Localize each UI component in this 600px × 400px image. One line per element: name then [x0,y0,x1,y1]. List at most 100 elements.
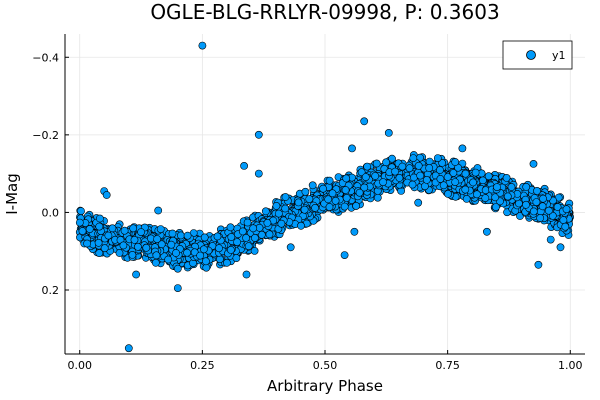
data-point [458,144,467,153]
data-point [414,198,423,207]
data-point [533,186,541,195]
data-point [305,195,314,203]
data-point [471,168,480,177]
data-point [257,230,266,239]
y-tick-label: 0.2 [42,284,60,297]
data-point [95,249,104,257]
data-point [556,243,565,252]
data-point [156,225,165,233]
chart-title: OGLE-BLG-RRLYR-09998, P: 0.3603 [150,0,499,24]
data-point [414,161,423,170]
data-point [546,235,555,244]
data-point [95,222,104,231]
data-point [75,218,84,227]
data-point [361,173,370,181]
data-point [78,227,87,235]
data-point [96,214,104,223]
data-point [484,172,493,181]
data-point [300,205,309,214]
data-point [277,219,286,228]
data-point [384,128,393,137]
y-axis-label: I-Mag [3,173,21,215]
data-point [153,235,161,243]
data-point [398,162,407,171]
data-point [435,166,444,174]
data-point [444,189,452,198]
data-point [562,205,571,214]
data-point [408,180,417,189]
data-point [154,206,163,215]
data-point [491,193,500,202]
data-point [536,214,545,222]
data-point [538,202,547,211]
data-point [472,190,481,199]
data-point [85,225,94,233]
data-point [94,238,103,247]
data-point [200,233,209,242]
data-point [388,154,396,163]
data-point [373,193,382,202]
data-point [522,200,530,209]
data-point [281,204,290,213]
data-point [115,249,124,257]
data-point [395,173,404,182]
legend: y1 [502,40,573,70]
data-point [294,198,303,207]
data-point [439,181,448,190]
data-point [238,227,247,236]
data-point [102,191,111,199]
data-point [199,245,208,254]
data-point [502,173,511,182]
data-point [167,240,176,249]
y-tick-label: −0.4 [32,51,59,64]
legend-label-y1: y1 [552,49,566,62]
data-point [382,158,390,167]
grid [65,34,585,354]
data-point [363,162,372,171]
data-point [263,218,272,227]
data-point [416,171,425,180]
data-point [226,245,235,254]
data-point [328,189,337,198]
data-point [120,226,129,235]
y-tick-label: 0.0 [42,206,60,219]
data-point [227,233,236,241]
data-point [350,227,359,236]
data-point [379,178,387,186]
data-points [75,41,574,353]
data-point [176,231,185,240]
data-point [164,255,173,264]
data-point [152,251,161,260]
data-point [391,167,399,176]
data-point [172,249,180,257]
data-point [250,233,259,242]
data-point [325,203,334,211]
data-point [539,194,547,203]
legend-marker-y1 [526,50,536,60]
data-point [443,173,452,181]
data-point [311,203,319,212]
data-point [281,193,290,201]
data-point [244,242,253,251]
x-tick-label: 0.50 [313,359,338,372]
data-point [342,174,351,183]
data-point [342,193,351,202]
data-point [198,41,207,50]
data-point [243,218,252,227]
data-point [491,203,500,211]
data-point [482,227,491,236]
data-point [232,254,241,262]
data-point [355,188,364,197]
x-axis-label: Arbitrary Phase [267,377,383,395]
data-point [561,222,570,231]
data-point [503,192,512,201]
data-point [553,203,562,211]
data-point [77,207,85,215]
data-point [272,201,281,210]
x-tick-label: 0.25 [190,359,215,372]
data-point [261,207,270,216]
data-point [308,181,317,190]
data-point [507,183,516,191]
data-point [249,224,258,233]
